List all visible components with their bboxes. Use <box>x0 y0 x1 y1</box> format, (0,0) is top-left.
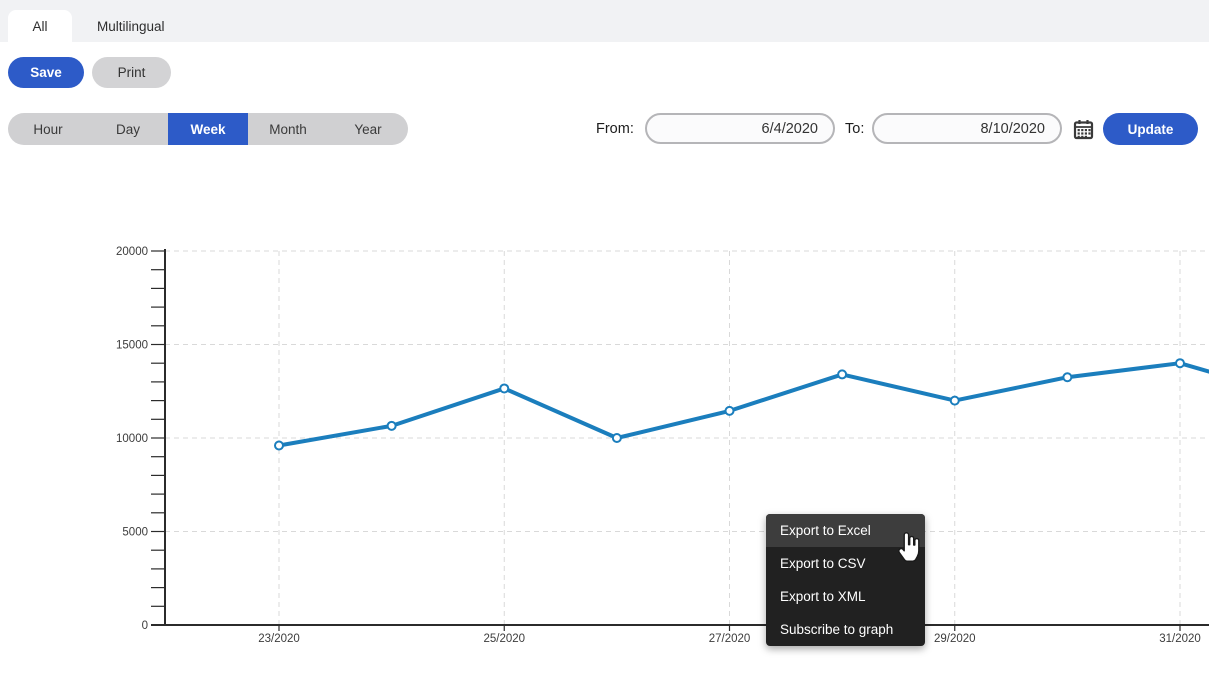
data-point[interactable] <box>837 369 848 380</box>
y-axis-label: 20000 <box>116 246 148 258</box>
to-label: To: <box>845 121 865 137</box>
chart-context-menu: Export to Excel Export to CSV Export to XM… <box>766 514 925 646</box>
y-axis-label: 10000 <box>116 433 148 445</box>
menu-item-export-to-excel[interactable]: Export to Excel <box>766 514 925 547</box>
print-button[interactable]: Print <box>92 57 171 88</box>
data-point[interactable] <box>724 405 735 416</box>
menu-item-export-to-csv[interactable]: Export to CSV <box>780 556 866 571</box>
x-axis-label: 25/2020 <box>483 633 525 645</box>
top-tab-bar: All Multilingual <box>0 0 1209 42</box>
y-axis-label: 5000 <box>122 527 148 539</box>
x-axis-label: 31/2020 <box>1159 633 1201 645</box>
update-button[interactable]: Update <box>1103 113 1198 145</box>
range-option-year[interactable]: Year <box>354 121 382 137</box>
menu-item-subscribe-to-graph[interactable]: Subscribe to graph <box>780 622 894 637</box>
tab-multilingual-label: Multilingual <box>97 18 165 34</box>
range-option-week[interactable]: Week <box>168 113 248 145</box>
x-axis-label: 23/2020 <box>258 633 300 645</box>
range-option-hour[interactable]: Hour <box>33 121 63 137</box>
from-label: From: <box>596 121 634 137</box>
range-option-day[interactable]: Day <box>115 121 140 137</box>
data-point[interactable] <box>274 440 284 451</box>
range-option-month[interactable]: Month <box>269 121 307 137</box>
data-point[interactable] <box>611 433 622 443</box>
series-line <box>277 361 1209 448</box>
x-axis-label: 29/2020 <box>934 633 976 645</box>
tab-multilingual[interactable]: Multilingual <box>93 10 169 42</box>
data-point[interactable] <box>1175 358 1185 369</box>
save-button[interactable]: Save <box>8 57 84 88</box>
tab-all[interactable]: All <box>8 10 72 42</box>
x-axis-label: 27/2020 <box>709 633 751 645</box>
data-point[interactable] <box>386 420 397 431</box>
data-point[interactable] <box>499 383 510 394</box>
range-segmented-control: Hour Day Week Month Year <box>8 113 408 145</box>
calendar-icon[interactable] <box>1073 119 1094 140</box>
menu-item-export-to-xml[interactable]: Export to XML <box>780 589 866 604</box>
tab-all-label: All <box>32 18 48 34</box>
y-axis-label: 0 <box>142 620 148 632</box>
data-point[interactable] <box>1062 372 1073 383</box>
y-axis-label: 15000 <box>116 340 148 352</box>
from-date-input[interactable] <box>645 113 835 144</box>
data-point[interactable] <box>949 395 960 406</box>
line-chart[interactable]: 0 5000 10000 15000 20000 23/2020 25/2020 27/202… <box>0 240 1209 686</box>
to-date-input[interactable] <box>872 113 1062 144</box>
